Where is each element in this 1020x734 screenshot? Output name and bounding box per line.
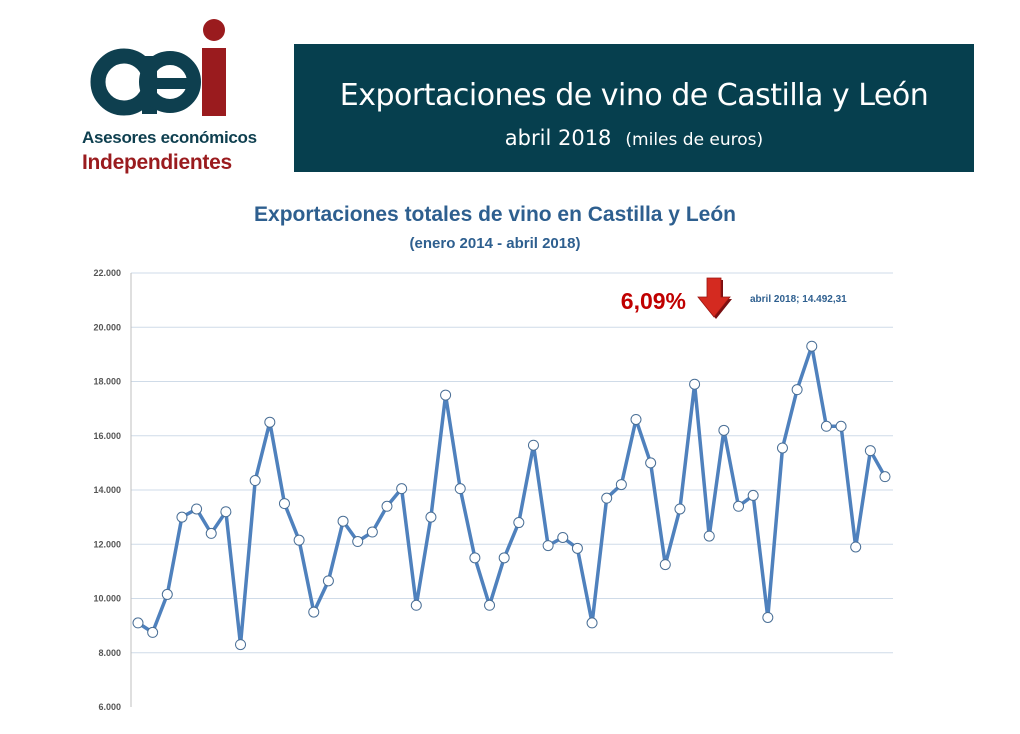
banner-subtitle: abril 2018 (miles de euros) xyxy=(294,126,974,150)
banner-period: abril 2018 xyxy=(504,126,612,150)
data-point xyxy=(747,489,759,501)
y-tick-label: 16.000 xyxy=(93,431,121,441)
down-arrow-shape xyxy=(697,277,731,318)
y-tick-label: 6.000 xyxy=(98,702,121,712)
change-percent-label: 6,09% xyxy=(621,288,686,314)
data-point xyxy=(733,500,745,512)
data-point xyxy=(352,536,364,548)
data-point xyxy=(337,515,349,527)
data-point xyxy=(806,340,818,352)
banner-unit: (miles de euros) xyxy=(625,130,764,150)
data-point xyxy=(132,617,144,629)
data-point xyxy=(703,530,715,542)
data-point xyxy=(191,503,203,515)
data-point xyxy=(264,416,276,428)
y-tick-label: 8.000 xyxy=(98,648,121,658)
data-point xyxy=(762,611,774,623)
data-point xyxy=(293,534,305,546)
data-point xyxy=(308,606,320,618)
data-point xyxy=(454,483,466,495)
data-point xyxy=(527,439,539,451)
data-point xyxy=(147,626,159,638)
aei-logo-mark xyxy=(90,19,226,116)
data-point xyxy=(469,552,481,564)
data-point xyxy=(161,588,173,600)
chart-title: Exportaciones totales de vino en Castill… xyxy=(254,203,736,226)
data-point xyxy=(381,500,393,512)
y-tick-label: 18.000 xyxy=(93,377,121,387)
data-point xyxy=(689,378,701,390)
data-point xyxy=(850,541,862,553)
y-tick-label: 12.000 xyxy=(93,539,121,549)
data-point xyxy=(557,531,569,543)
data-point xyxy=(220,506,232,518)
data-point xyxy=(410,599,422,611)
logo-line-2: Independientes xyxy=(82,151,232,174)
down-arrow-icon xyxy=(697,277,732,319)
data-point xyxy=(718,424,730,436)
data-point xyxy=(791,384,803,396)
aei-logo: Asesores económicos Independientes xyxy=(78,18,258,183)
data-point xyxy=(513,517,525,529)
data-point xyxy=(659,559,671,571)
last-point-label: abril 2018; 14.492,31 xyxy=(750,294,847,305)
banner-title: Exportaciones de vino de Castilla y León xyxy=(339,78,929,113)
data-point xyxy=(542,540,554,552)
data-point xyxy=(396,483,408,495)
data-point xyxy=(864,445,876,457)
series-line xyxy=(136,344,887,647)
data-point xyxy=(366,526,378,538)
data-point xyxy=(484,599,496,611)
data-point xyxy=(278,498,290,510)
data-point xyxy=(440,389,452,401)
data-point xyxy=(176,511,188,523)
y-tick-label: 10.000 xyxy=(93,594,121,604)
y-tick-label: 14.000 xyxy=(93,485,121,495)
data-point xyxy=(835,420,847,432)
data-point xyxy=(820,420,832,432)
data-point xyxy=(322,575,334,587)
title-banner: Exportaciones de vino de Castilla y León… xyxy=(294,44,974,172)
logo-line-1: Asesores económicos xyxy=(82,128,257,147)
data-point xyxy=(601,492,613,504)
data-point xyxy=(674,503,686,515)
data-point xyxy=(235,639,247,651)
data-point xyxy=(615,479,627,491)
data-point xyxy=(571,542,583,554)
data-point xyxy=(879,471,891,483)
data-point xyxy=(498,552,510,564)
y-tick-label: 22.000 xyxy=(93,268,121,278)
data-point xyxy=(205,527,217,539)
data-point xyxy=(776,442,788,454)
data-point xyxy=(645,457,657,469)
data-point xyxy=(630,413,642,425)
data-point xyxy=(425,511,437,523)
y-tick-label: 20.000 xyxy=(93,322,121,332)
data-point xyxy=(586,617,598,629)
chart-subtitle: (enero 2014 - abril 2018) xyxy=(409,235,581,252)
data-point xyxy=(249,475,261,487)
